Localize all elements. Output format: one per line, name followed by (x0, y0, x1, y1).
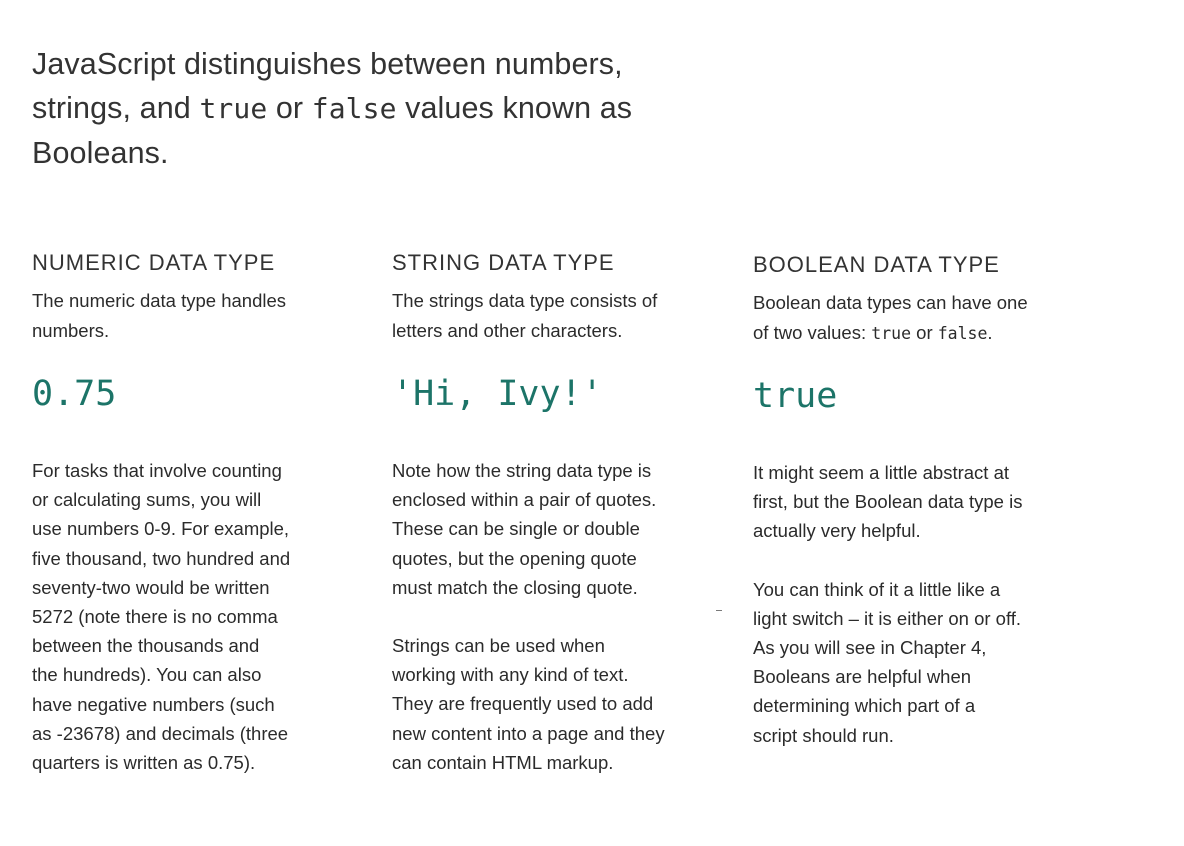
body-line: quarters is written as 0.75). (32, 752, 256, 774)
string-example: 'Hi, Ivy!' (392, 374, 603, 414)
body-line: five thousand, two hundred and (32, 547, 291, 569)
body-line: seventy-two would be written (32, 576, 270, 598)
boolean-desc-or: or (911, 322, 938, 343)
intro-text-values: values known as (396, 91, 633, 125)
numeric-body-paragraph: For tasks that involve counting or calcul… (32, 456, 352, 777)
intro-text-strings: strings, and (32, 91, 200, 125)
string-desc-line-2: letters and other characters. (392, 320, 623, 341)
intro-line-3: Booleans. (32, 136, 169, 170)
string-description: The strings data type consists of letter… (392, 286, 712, 346)
string-column: STRING DATA TYPE The strings data type c… (392, 248, 712, 777)
numeric-desc-line-1: The numeric data type handles (32, 290, 287, 311)
body-line: quotes, but the opening quote (392, 547, 637, 569)
body-line: Strings can be used when (392, 635, 605, 657)
intro-code-true: true (199, 92, 268, 125)
body-line: As you will see in Chapter 4, (753, 637, 987, 659)
body-line: must match the closing quote. (392, 576, 638, 598)
body-line: the hundreds). You can also (32, 664, 262, 686)
boolean-desc-line-2: of two values: true or false. (753, 318, 1073, 349)
boolean-column: BOOLEAN DATA TYPE Boolean data types can… (753, 250, 1073, 750)
boolean-heading: BOOLEAN DATA TYPE (753, 252, 1000, 277)
body-line: working with any kind of text. (392, 664, 629, 686)
body-line: as -23678) and decimals (three (32, 722, 289, 744)
boolean-body: It might seem a little abstract at first,… (753, 458, 1073, 750)
boolean-desc-line-1: Boolean data types can have one (753, 292, 1028, 313)
intro-paragraph: JavaScript distinguishes between numbers… (32, 42, 692, 175)
boolean-desc-code-false: false (937, 324, 988, 343)
body-line: They are frequently used to add (392, 693, 654, 715)
body-line: Booleans are helpful when (753, 666, 972, 688)
boolean-desc-text: of two values: (753, 322, 872, 343)
body-line: or calculating sums, you will (32, 489, 262, 511)
body-line: actually very helpful. (753, 520, 921, 542)
boolean-desc-period: . (987, 322, 993, 343)
numeric-heading: NUMERIC DATA TYPE (32, 250, 276, 275)
body-line: 5272 (note there is no comma (32, 606, 278, 628)
body-line: Note how the string data type is (392, 460, 652, 481)
numeric-description: The numeric data type handles numbers. (32, 286, 352, 346)
boolean-body-paragraph-1: It might seem a little abstract at first,… (753, 458, 1073, 546)
numeric-example: 0.75 (32, 374, 117, 414)
numeric-column: NUMERIC DATA TYPE The numeric data type … (32, 248, 352, 777)
body-line: enclosed within a pair of quotes. (392, 489, 657, 511)
body-line: between the thousands and (32, 635, 260, 657)
boolean-description: Boolean data types can have one of two v… (753, 288, 1073, 348)
string-body-paragraph-2: Strings can be used when working with any… (392, 631, 712, 777)
body-line: determining which part of a (753, 695, 976, 717)
body-line: For tasks that involve counting (32, 460, 282, 481)
numeric-desc-line-2: numbers. (32, 320, 110, 341)
body-line: These can be single or double (392, 518, 640, 540)
string-heading: STRING DATA TYPE (392, 250, 615, 275)
string-body-paragraph-1: Note how the string data type is enclosed… (392, 456, 712, 602)
intro-line-1: JavaScript distinguishes between numbers… (32, 47, 623, 81)
body-line: You can think of it a little like a (753, 578, 1001, 600)
stray-mark (716, 610, 722, 611)
intro-text-or: or (267, 91, 312, 125)
body-line: script should run. (753, 724, 894, 746)
string-body: Note how the string data type is enclosed… (392, 456, 712, 777)
string-desc-line-1: The strings data type consists of (392, 290, 658, 311)
intro-line-2: strings, and true or false values known … (32, 86, 692, 131)
body-line: light switch – it is either on or off. (753, 607, 1022, 629)
body-line: have negative numbers (such (32, 693, 275, 715)
boolean-body-paragraph-2: You can think of it a little like a light… (753, 575, 1073, 750)
boolean-example: true (753, 376, 838, 416)
body-line: new content into a page and they (392, 722, 665, 744)
body-line: It might seem a little abstract at (753, 462, 1010, 483)
numeric-body: For tasks that involve counting or calcul… (32, 456, 352, 777)
body-line: first, but the Boolean data type is (753, 491, 1023, 513)
body-line: use numbers 0-9. For example, (32, 518, 290, 540)
boolean-desc-code-true: true (871, 324, 912, 343)
body-line: can contain HTML markup. (392, 751, 614, 773)
intro-code-false: false (311, 92, 397, 125)
